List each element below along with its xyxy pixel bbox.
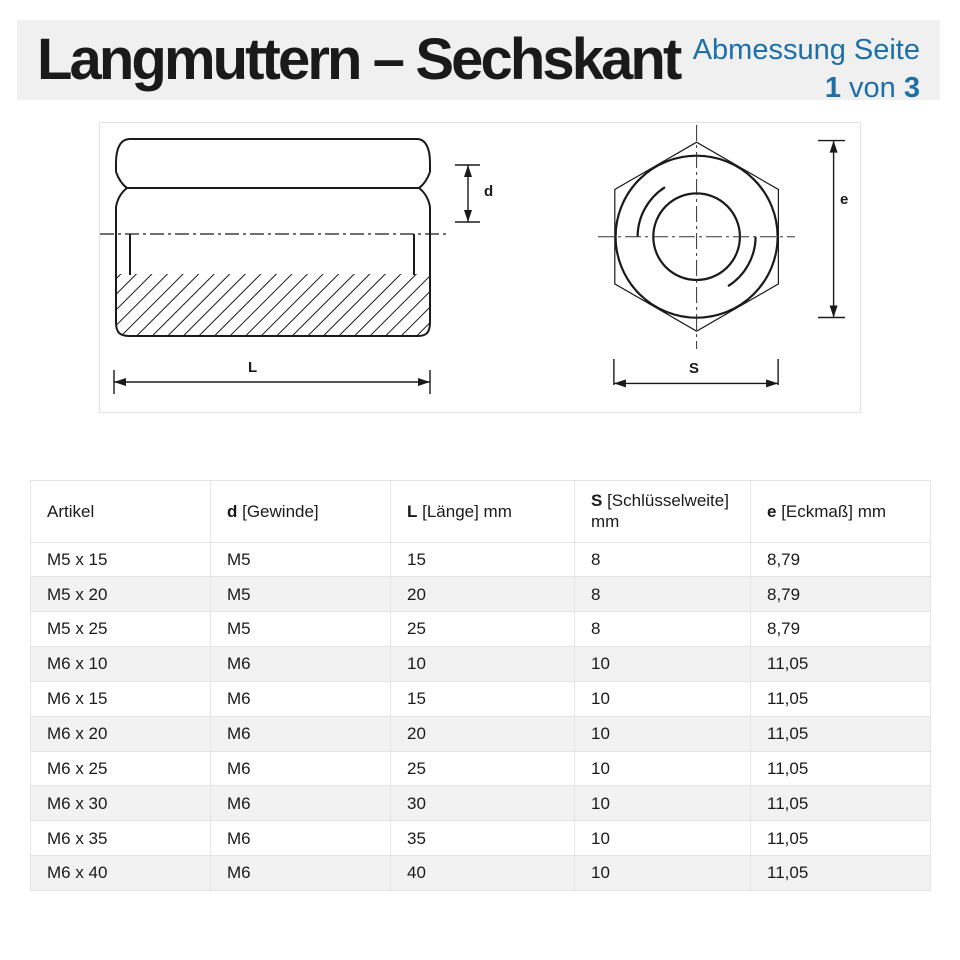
svg-text:d: d [484,183,493,200]
svg-text:L: L [248,359,257,376]
svg-text:S: S [689,360,699,377]
svg-text:e: e [840,191,848,208]
